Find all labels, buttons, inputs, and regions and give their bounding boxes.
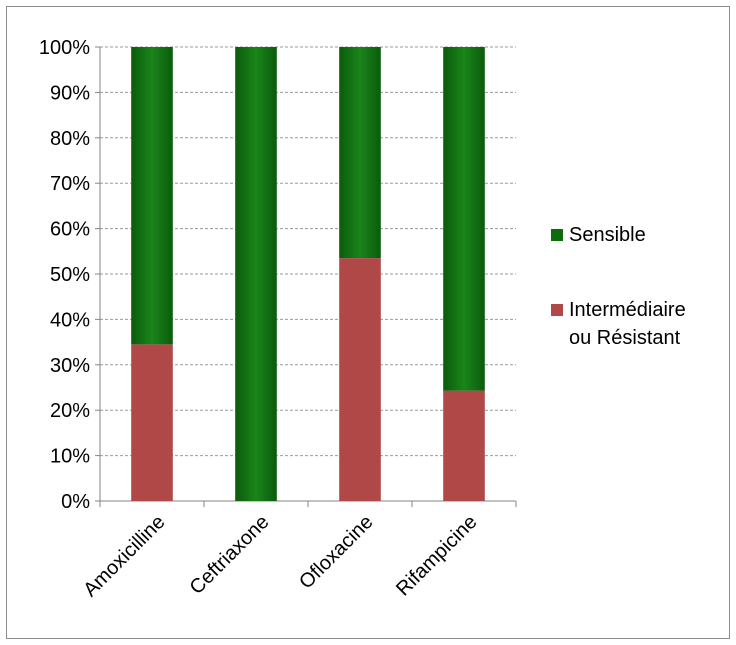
x-category-label: Amoxicilline [79, 511, 169, 601]
bar-resistant [443, 390, 485, 501]
y-tick-label: 70% [50, 173, 90, 195]
x-category-label: Rifampicine [392, 511, 481, 600]
bar-resistant [339, 258, 381, 501]
bar-sensible [339, 47, 381, 259]
y-tick-label: 10% [50, 446, 90, 468]
chart-frame: 0% 10% 20% 30% 40% 50% 60% 70% 80% 90% 100% Amoxici… [6, 6, 730, 639]
bar-resistant [131, 344, 173, 501]
bar-sensible [235, 47, 277, 501]
y-tick-label: 60% [50, 219, 90, 241]
y-tick-label: 80% [50, 128, 90, 150]
bar-sensible [131, 47, 173, 345]
y-tick-label: 90% [50, 82, 90, 104]
legend-swatch [551, 229, 563, 241]
y-tick-label: 100% [39, 37, 90, 59]
x-category-label: Ceftriaxone [186, 511, 274, 599]
y-tick-label: 20% [50, 400, 90, 422]
y-tick-label: 0% [61, 491, 90, 513]
y-tick-label: 40% [50, 309, 90, 331]
legend-swatch [551, 304, 563, 316]
bars [131, 47, 485, 501]
stacked-bar-chart: 0% 10% 20% 30% 40% 50% 60% 70% 80% 90% 100% Amoxici… [39, 37, 686, 601]
y-tick-label: 30% [50, 355, 90, 377]
bar-sensible [443, 47, 485, 391]
x-category-label: Ofloxacine [295, 511, 377, 593]
y-tick-label: 50% [50, 264, 90, 286]
legend-label: Intermédiaire ou Résistant [569, 299, 686, 349]
legend-label: Sensible [569, 224, 646, 246]
legend: Sensible Intermédiaire ou Résistant [551, 224, 686, 349]
